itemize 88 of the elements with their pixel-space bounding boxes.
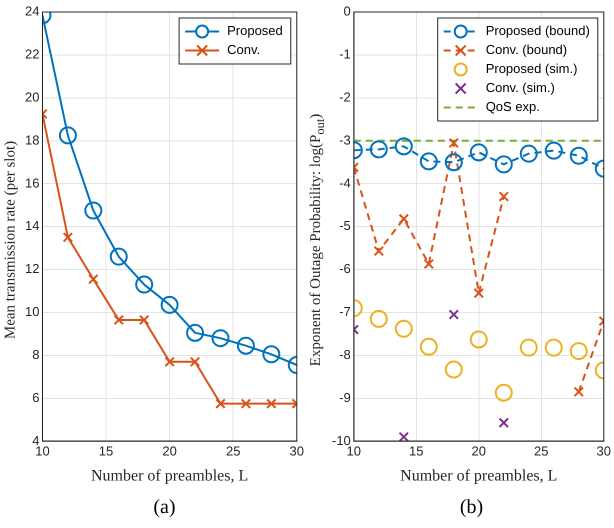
x-tick-label: 30: [596, 444, 612, 459]
point: [570, 342, 588, 360]
y-tick-label: -8: [339, 346, 351, 362]
y-tick-label: -6: [339, 261, 351, 276]
point: [448, 309, 460, 320]
point: [520, 338, 538, 357]
y-tick-label: 18: [24, 132, 40, 148]
point: [498, 418, 510, 428]
point: [110, 248, 128, 266]
x-tick-label: 15: [98, 444, 114, 459]
y-tick-label: -9: [339, 390, 351, 405]
point: [448, 138, 460, 148]
text: (b): [458, 496, 484, 519]
y-tick-label: 24: [24, 4, 40, 19]
y-tick-label: 0: [344, 4, 351, 19]
y-tick-label: 12: [24, 261, 40, 276]
point: [266, 398, 277, 409]
point: [574, 386, 584, 398]
x-tick-label: 25: [534, 444, 549, 459]
y-axis-title: Mean transmission rate (per slot): [2, 140, 20, 340]
y-tick-label: -4: [339, 175, 351, 190]
point: [236, 336, 255, 355]
legend-label: Conv. (bound): [486, 42, 568, 58]
x-tick-label: 15: [409, 444, 424, 459]
point: [474, 288, 484, 298]
point: [160, 296, 179, 314]
x-axis-title: Number of preambles, L: [90, 468, 248, 485]
point: [374, 246, 384, 256]
x-tick-label: 20: [162, 444, 177, 459]
point: [498, 191, 510, 202]
y-tick-label: -1: [339, 46, 351, 62]
point: [135, 276, 154, 294]
point: [370, 140, 388, 158]
point: [494, 384, 513, 402]
point: [211, 329, 230, 348]
y-tick-label: 14: [24, 218, 40, 234]
x-axis-title: Number of preambles, L: [400, 468, 558, 485]
y-tick-label: 10: [24, 304, 40, 320]
point: [444, 153, 463, 172]
point: [84, 202, 102, 220]
point: [394, 137, 413, 156]
legend-label: Proposed (sim.): [486, 61, 578, 76]
y-tick-label: -3: [339, 132, 351, 148]
x-tick-label: 20: [472, 444, 486, 459]
point: [114, 314, 124, 326]
point: [262, 345, 280, 364]
y-tick-label: 22: [24, 46, 40, 62]
point: [370, 310, 388, 328]
point: [190, 356, 200, 368]
point: [470, 330, 488, 348]
point: [62, 232, 74, 243]
point: [544, 142, 563, 160]
legend-label: Conv.: [227, 42, 260, 58]
y-tick-label: -10: [332, 432, 351, 448]
y-tick-label: 6: [32, 390, 40, 405]
legend-label: QoS exp.: [486, 99, 540, 114]
y-tick-label: -5: [339, 218, 351, 234]
point: [138, 314, 150, 326]
legend-label: Proposed: [227, 23, 283, 38]
point: [58, 126, 77, 144]
point: [494, 155, 513, 174]
legend-label: Proposed (bound): [486, 23, 590, 38]
point: [470, 143, 488, 162]
point: [88, 274, 99, 284]
point: [240, 398, 252, 409]
point: [398, 432, 410, 442]
point: [420, 152, 438, 170]
point: [398, 214, 410, 224]
point: [394, 320, 413, 338]
y-tick-label: 4: [32, 432, 40, 448]
y-tick-label: -7: [339, 304, 351, 320]
x-tick-label: 25: [226, 444, 240, 459]
point: [444, 360, 463, 379]
point: [520, 144, 538, 163]
y-tick-label: -2: [339, 89, 351, 104]
y-tick-label: 8: [32, 346, 40, 362]
point: [215, 398, 226, 409]
point: [570, 146, 588, 165]
y-tick-label: 20: [24, 89, 40, 104]
text: (a): [152, 496, 177, 519]
point: [420, 338, 438, 356]
point: [186, 324, 204, 342]
x-tick-label: 30: [290, 444, 304, 459]
legend-label: Conv. (sim.): [486, 80, 555, 96]
point: [164, 356, 175, 368]
point: [544, 338, 563, 357]
y-tick-label: 16: [24, 175, 40, 190]
point: [424, 258, 434, 270]
